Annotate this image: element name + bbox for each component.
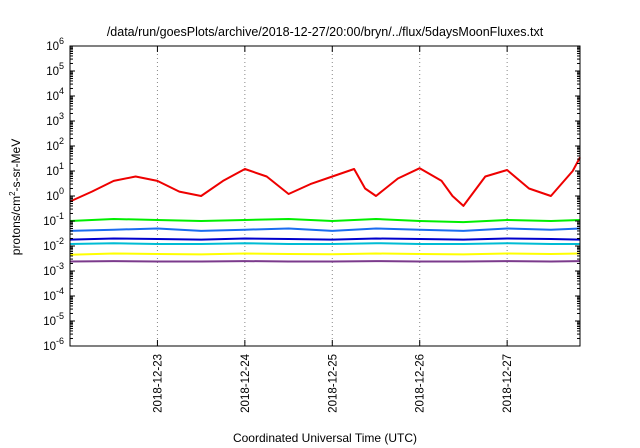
y-tick-exponent: 2	[59, 136, 64, 146]
series-line-5	[69, 237, 581, 241]
y-tick-exponent: -3	[56, 261, 64, 271]
grid	[156, 46, 508, 346]
y-tick-exponent: -2	[56, 236, 64, 246]
y-tick-label: 10-2	[43, 236, 64, 253]
y-tick-exponent: 4	[59, 86, 64, 96]
series-line-3	[69, 227, 581, 232]
y-tick-label: 102	[46, 136, 64, 153]
y-tick-label: 105	[46, 61, 64, 78]
y-tick-base: 10	[43, 241, 56, 253]
y-tick-base: 10	[43, 266, 56, 278]
x-axis-label: Coordinated Universal Time (UTC)	[233, 431, 417, 445]
y-tick-label: 100	[46, 186, 64, 203]
x-tick-label: 2018-12-23	[152, 354, 164, 413]
y-axis-label-exponent: 2	[8, 191, 17, 196]
y-tick-base: 10	[43, 216, 56, 228]
x-tick-label: 2018-12-27	[502, 354, 514, 413]
y-tick-base: 10	[46, 116, 59, 128]
series-line-1	[69, 156, 581, 207]
y-tick-exponent: 5	[59, 61, 64, 71]
x-axis: 2018-12-23 2018-12-24 2018-12-25 2018-12-26…	[152, 46, 514, 413]
y-axis-label-rest: -s-sr-MeV	[9, 139, 23, 192]
y-tick-exponent: 1	[59, 161, 64, 171]
y-tick-label: 10-4	[43, 286, 64, 303]
y-tick-label: 10-5	[43, 311, 64, 328]
y-tick-exponent: 6	[59, 36, 64, 46]
y-tick-label: 103	[46, 111, 64, 128]
y-tick-label: 10-3	[43, 261, 64, 278]
y-tick-exponent: -6	[56, 336, 64, 346]
series-line-4	[69, 242, 580, 245]
plot-frame	[69, 45, 581, 347]
y-tick-label: 106	[46, 36, 64, 53]
series-group	[69, 156, 581, 263]
y-tick-base: 10	[46, 141, 59, 153]
y-tick-base: 10	[46, 166, 59, 178]
x-tick-label: 2018-12-25	[327, 354, 339, 413]
y-tick-base: 10	[46, 91, 59, 103]
y-tick-label: 101	[46, 161, 64, 178]
y-tick-label: 10-6	[43, 336, 64, 353]
x-tick-label: 2018-12-26	[415, 354, 427, 413]
y-tick-label: 104	[46, 86, 64, 103]
x-tick-label: 2018-12-24	[240, 353, 252, 412]
series-line-2	[69, 218, 581, 224]
y-tick-label: 10-1	[43, 211, 64, 228]
y-tick-base: 10	[46, 41, 59, 53]
y-tick-exponent: -1	[56, 211, 64, 221]
y-axis: 10-610-510-410-310-210-11001011021031041…	[43, 36, 580, 353]
y-tick-exponent: -5	[56, 311, 64, 321]
y-tick-base: 10	[43, 291, 56, 303]
y-tick-base: 10	[43, 341, 56, 353]
y-tick-exponent: 3	[59, 111, 64, 121]
y-tick-base: 10	[43, 316, 56, 328]
y-tick-exponent: 0	[59, 186, 64, 196]
chart-title: /data/run/goesPlots/archive/2018-12-27/2…	[107, 25, 544, 39]
y-axis-label: protons/cm2-s-sr-MeV	[8, 139, 23, 255]
y-axis-label-main: protons/cm	[9, 196, 23, 255]
y-tick-base: 10	[46, 66, 59, 78]
y-tick-base: 10	[46, 191, 59, 203]
y-tick-exponent: -4	[56, 286, 64, 296]
series-line-6	[69, 252, 581, 256]
